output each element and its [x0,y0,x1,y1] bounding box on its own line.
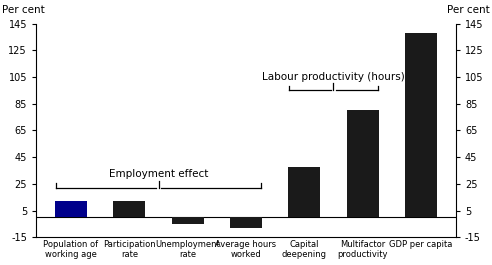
Bar [113,201,146,217]
Bar [172,217,204,224]
Bar [288,166,320,217]
Text: Per cent: Per cent [447,5,490,15]
Text: Per cent: Per cent [2,5,45,15]
Bar [405,33,437,217]
Bar [346,111,379,217]
Bar [230,217,262,228]
Bar [55,201,87,217]
Text: Labour productivity (hours): Labour productivity (hours) [262,72,405,82]
Text: Employment effect: Employment effect [109,169,208,179]
